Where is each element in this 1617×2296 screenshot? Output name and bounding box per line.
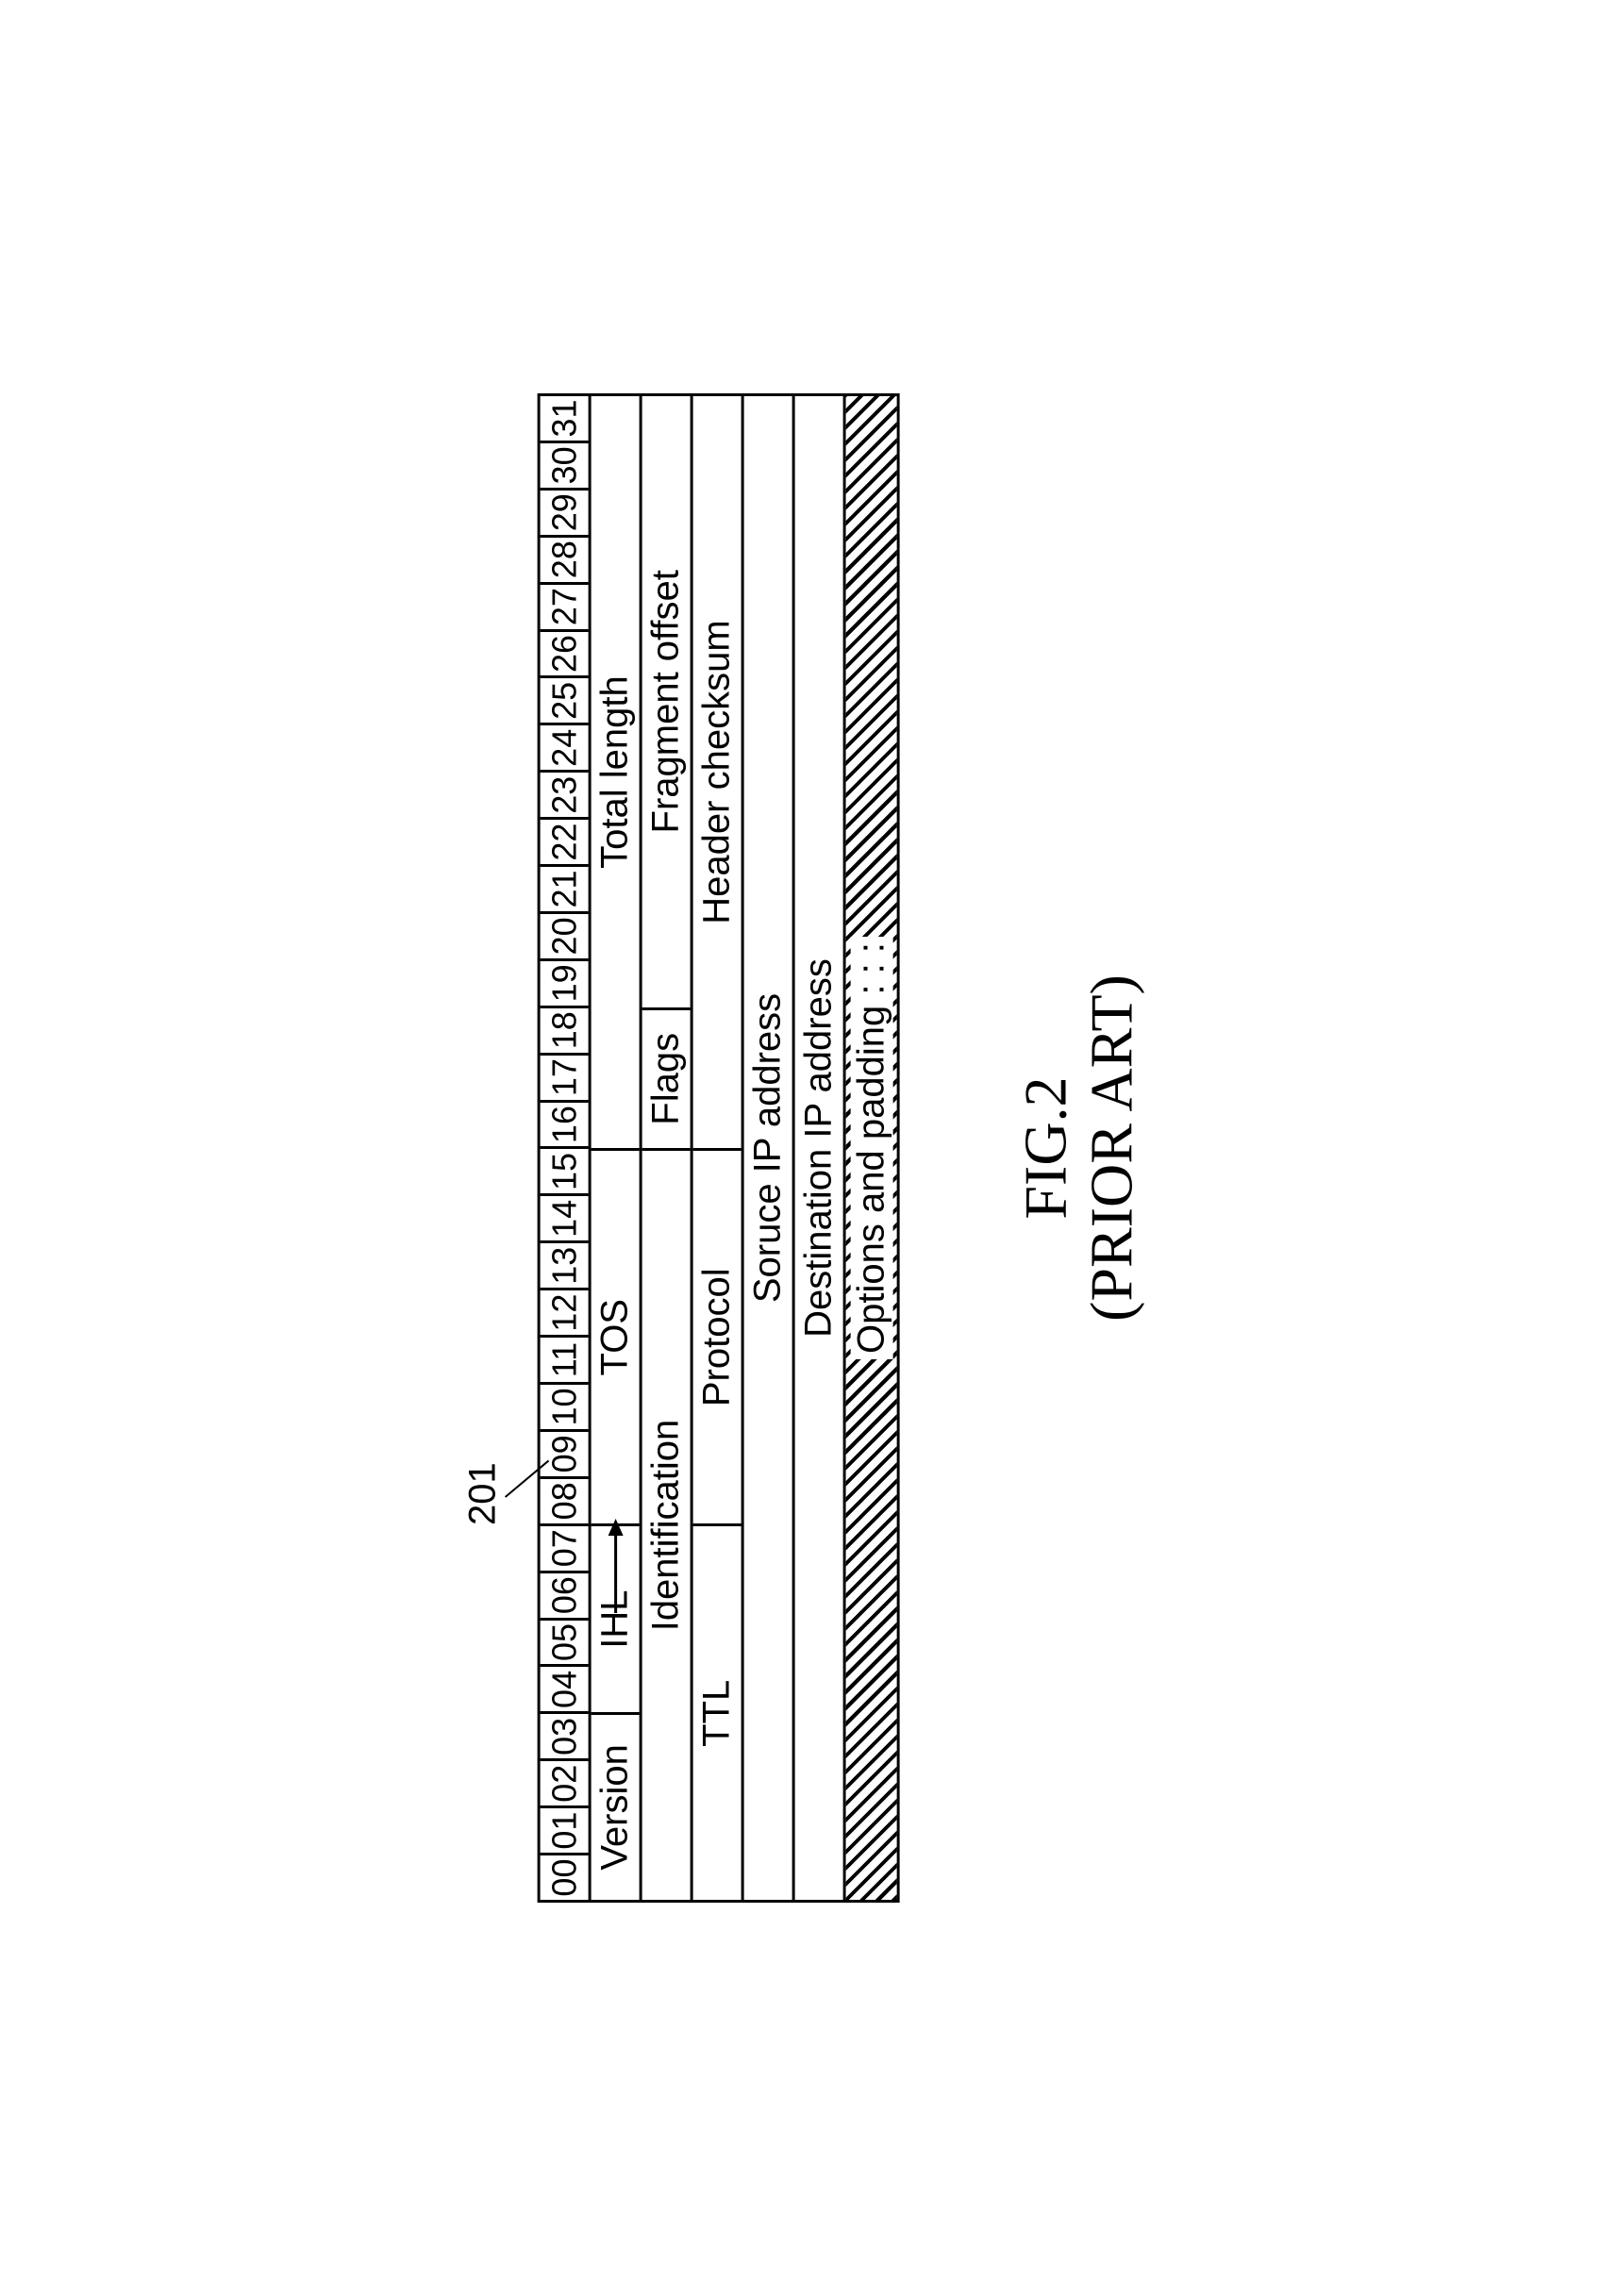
field-cell: Options and padding : : : xyxy=(846,396,897,1900)
field-label: TTL xyxy=(696,1680,739,1747)
field-cell: Protocol xyxy=(693,1148,742,1524)
field-cell: Version xyxy=(592,1712,640,1900)
field-label: Version xyxy=(594,1744,637,1870)
field-label: Fragment offset xyxy=(645,570,688,833)
header-row: Identification Flags Fragment offset xyxy=(642,396,693,1900)
caption-prior-art: (PRIOR ART) xyxy=(1079,393,1145,1903)
header-row: Soruce IP address xyxy=(744,396,795,1900)
bit-cell: 04 xyxy=(541,1664,589,1711)
bit-cell: 25 xyxy=(541,675,589,723)
field-cell: Identification xyxy=(642,1148,691,1900)
bit-cell: 21 xyxy=(541,864,589,911)
bit-cell: 29 xyxy=(541,488,589,535)
bit-cell: 12 xyxy=(541,1288,589,1335)
bit-cell: 02 xyxy=(541,1758,589,1805)
field-cell: Fragment offset xyxy=(642,396,691,1007)
caption-fig: FIG.2 xyxy=(1013,393,1079,1903)
bit-cell: 24 xyxy=(541,723,589,770)
field-cell: Destination IP address xyxy=(795,396,843,1900)
field-label: Identification xyxy=(645,1420,688,1632)
field-label: Total length xyxy=(594,675,637,869)
bit-cell: 15 xyxy=(541,1147,589,1194)
bit-cell: 00 xyxy=(541,1853,589,1900)
header-row: Options and padding : : : xyxy=(846,396,897,1900)
header-row: TTL Protocol Header checksum xyxy=(693,396,744,1900)
callout-label: 201 xyxy=(462,1462,505,1525)
bit-cell: 03 xyxy=(541,1711,589,1758)
header-row: VersionIHLTOSTotal length xyxy=(592,396,642,1900)
bit-cell: 11 xyxy=(541,1335,589,1382)
bit-cell: 18 xyxy=(541,1006,589,1053)
field-label: Destination IP address xyxy=(798,958,841,1338)
bit-header-row: 0001020304050607080910111213141516171819… xyxy=(541,396,592,1900)
figure-caption: FIG.2 (PRIOR ART) xyxy=(1013,393,1146,1903)
bit-cell: 23 xyxy=(541,770,589,817)
field-cell: Total length xyxy=(592,396,640,1148)
field-label: Soruce IP address xyxy=(747,993,790,1303)
field-cell: Soruce IP address xyxy=(744,396,792,1900)
field-cell: TOS xyxy=(592,1148,640,1524)
field-cell: TTL xyxy=(693,1524,742,1901)
bit-cell: 22 xyxy=(541,817,589,864)
field-label: Flags xyxy=(645,1033,688,1125)
bit-cell: 08 xyxy=(541,1476,589,1523)
bit-cell: 10 xyxy=(541,1382,589,1429)
bit-cell: 14 xyxy=(541,1193,589,1240)
field-label: Protocol xyxy=(696,1268,739,1406)
bit-cell: 13 xyxy=(541,1240,589,1288)
ip-header-table: 0001020304050607080910111213141516171819… xyxy=(538,393,900,1903)
bit-cell: 27 xyxy=(541,582,589,629)
field-label: Header checksum xyxy=(696,620,739,923)
bit-cell: 26 xyxy=(541,629,589,676)
field-cell: Header checksum xyxy=(693,396,742,1148)
diagram-container: 201 000102030405060708091011121314151617… xyxy=(472,393,1146,1903)
field-label: Options and padding : : : xyxy=(850,937,892,1359)
bit-cell: 09 xyxy=(541,1429,589,1476)
bit-cell: 28 xyxy=(541,535,589,582)
field-cell: Flags xyxy=(642,1007,691,1148)
bit-cell: 17 xyxy=(541,1053,589,1100)
arrow-icon xyxy=(604,1520,626,1614)
bit-cell: 05 xyxy=(541,1618,589,1665)
bit-cell: 07 xyxy=(541,1523,589,1571)
header-row: Destination IP address xyxy=(795,396,846,1900)
bit-cell: 30 xyxy=(541,441,589,488)
bit-cell: 31 xyxy=(541,396,589,441)
bit-cell: 19 xyxy=(541,958,589,1006)
bit-cell: 01 xyxy=(541,1805,589,1853)
bit-cell: 06 xyxy=(541,1571,589,1618)
bit-cell: 16 xyxy=(541,1100,589,1147)
bit-cell: 20 xyxy=(541,911,589,958)
field-label: TOS xyxy=(594,1299,637,1376)
callout: 201 xyxy=(472,393,538,1903)
